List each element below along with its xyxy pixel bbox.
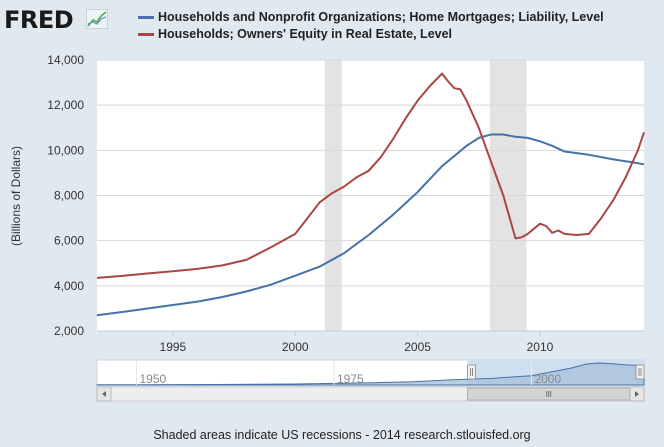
y-tick-label: 2,000 (54, 324, 84, 338)
navigator-series-area (96, 362, 645, 386)
y-tick-label: 12,000 (47, 98, 84, 112)
y-tick-label: 4,000 (54, 279, 84, 293)
y-tick-label: 10,000 (47, 143, 84, 157)
y-tick-label: 6,000 (54, 234, 84, 248)
x-tick-label: 2010 (527, 340, 554, 354)
y-axis-label: (Billions of Dollars) (9, 146, 23, 246)
range-navigator[interactable]: 1950 1975 2000 (96, 359, 645, 402)
navigator-handle-right[interactable] (635, 364, 645, 380)
fred-logo[interactable]: FRED (4, 6, 74, 34)
legend-item-equity[interactable]: Households; Owners' Equity in Real Estat… (138, 27, 452, 41)
arrow-right-icon (635, 391, 639, 397)
y-tick-label: 8,000 (54, 189, 84, 203)
x-tick-label: 2005 (404, 340, 431, 354)
navigator-tick-label: 2000 (534, 372, 561, 386)
recession-caption: Shaded areas indicate US recessions - 20… (153, 428, 531, 442)
navigator-tick-label: 1950 (139, 372, 166, 386)
y-tick-label: 14,000 (47, 53, 84, 67)
legend-item-mortgages[interactable]: Households and Nonprofit Organizations; … (138, 10, 604, 24)
series-line-mortgages[interactable] (96, 133, 645, 317)
x-tick-label: 1995 (160, 340, 187, 354)
legend-label-equity: Households; Owners' Equity in Real Estat… (158, 27, 453, 41)
series-lines (96, 72, 645, 317)
series-line-equity[interactable] (96, 72, 645, 279)
legend-label-mortgages: Households and Nonprofit Organizations; … (158, 10, 604, 24)
grid-lines (97, 59, 644, 332)
navigator-handle-left[interactable] (466, 364, 476, 380)
x-tick-label: 2000 (282, 340, 309, 354)
legend-swatch-equity (138, 33, 154, 37)
axes: 2,000 4,000 6,000 8,000 10,000 12,000 14,000 19… (47, 53, 644, 354)
legend-swatch-mortgages (138, 16, 154, 20)
arrow-left-icon (102, 391, 106, 397)
navigator-tick-label: 1975 (337, 372, 364, 386)
trend-chart-icon (86, 9, 108, 29)
